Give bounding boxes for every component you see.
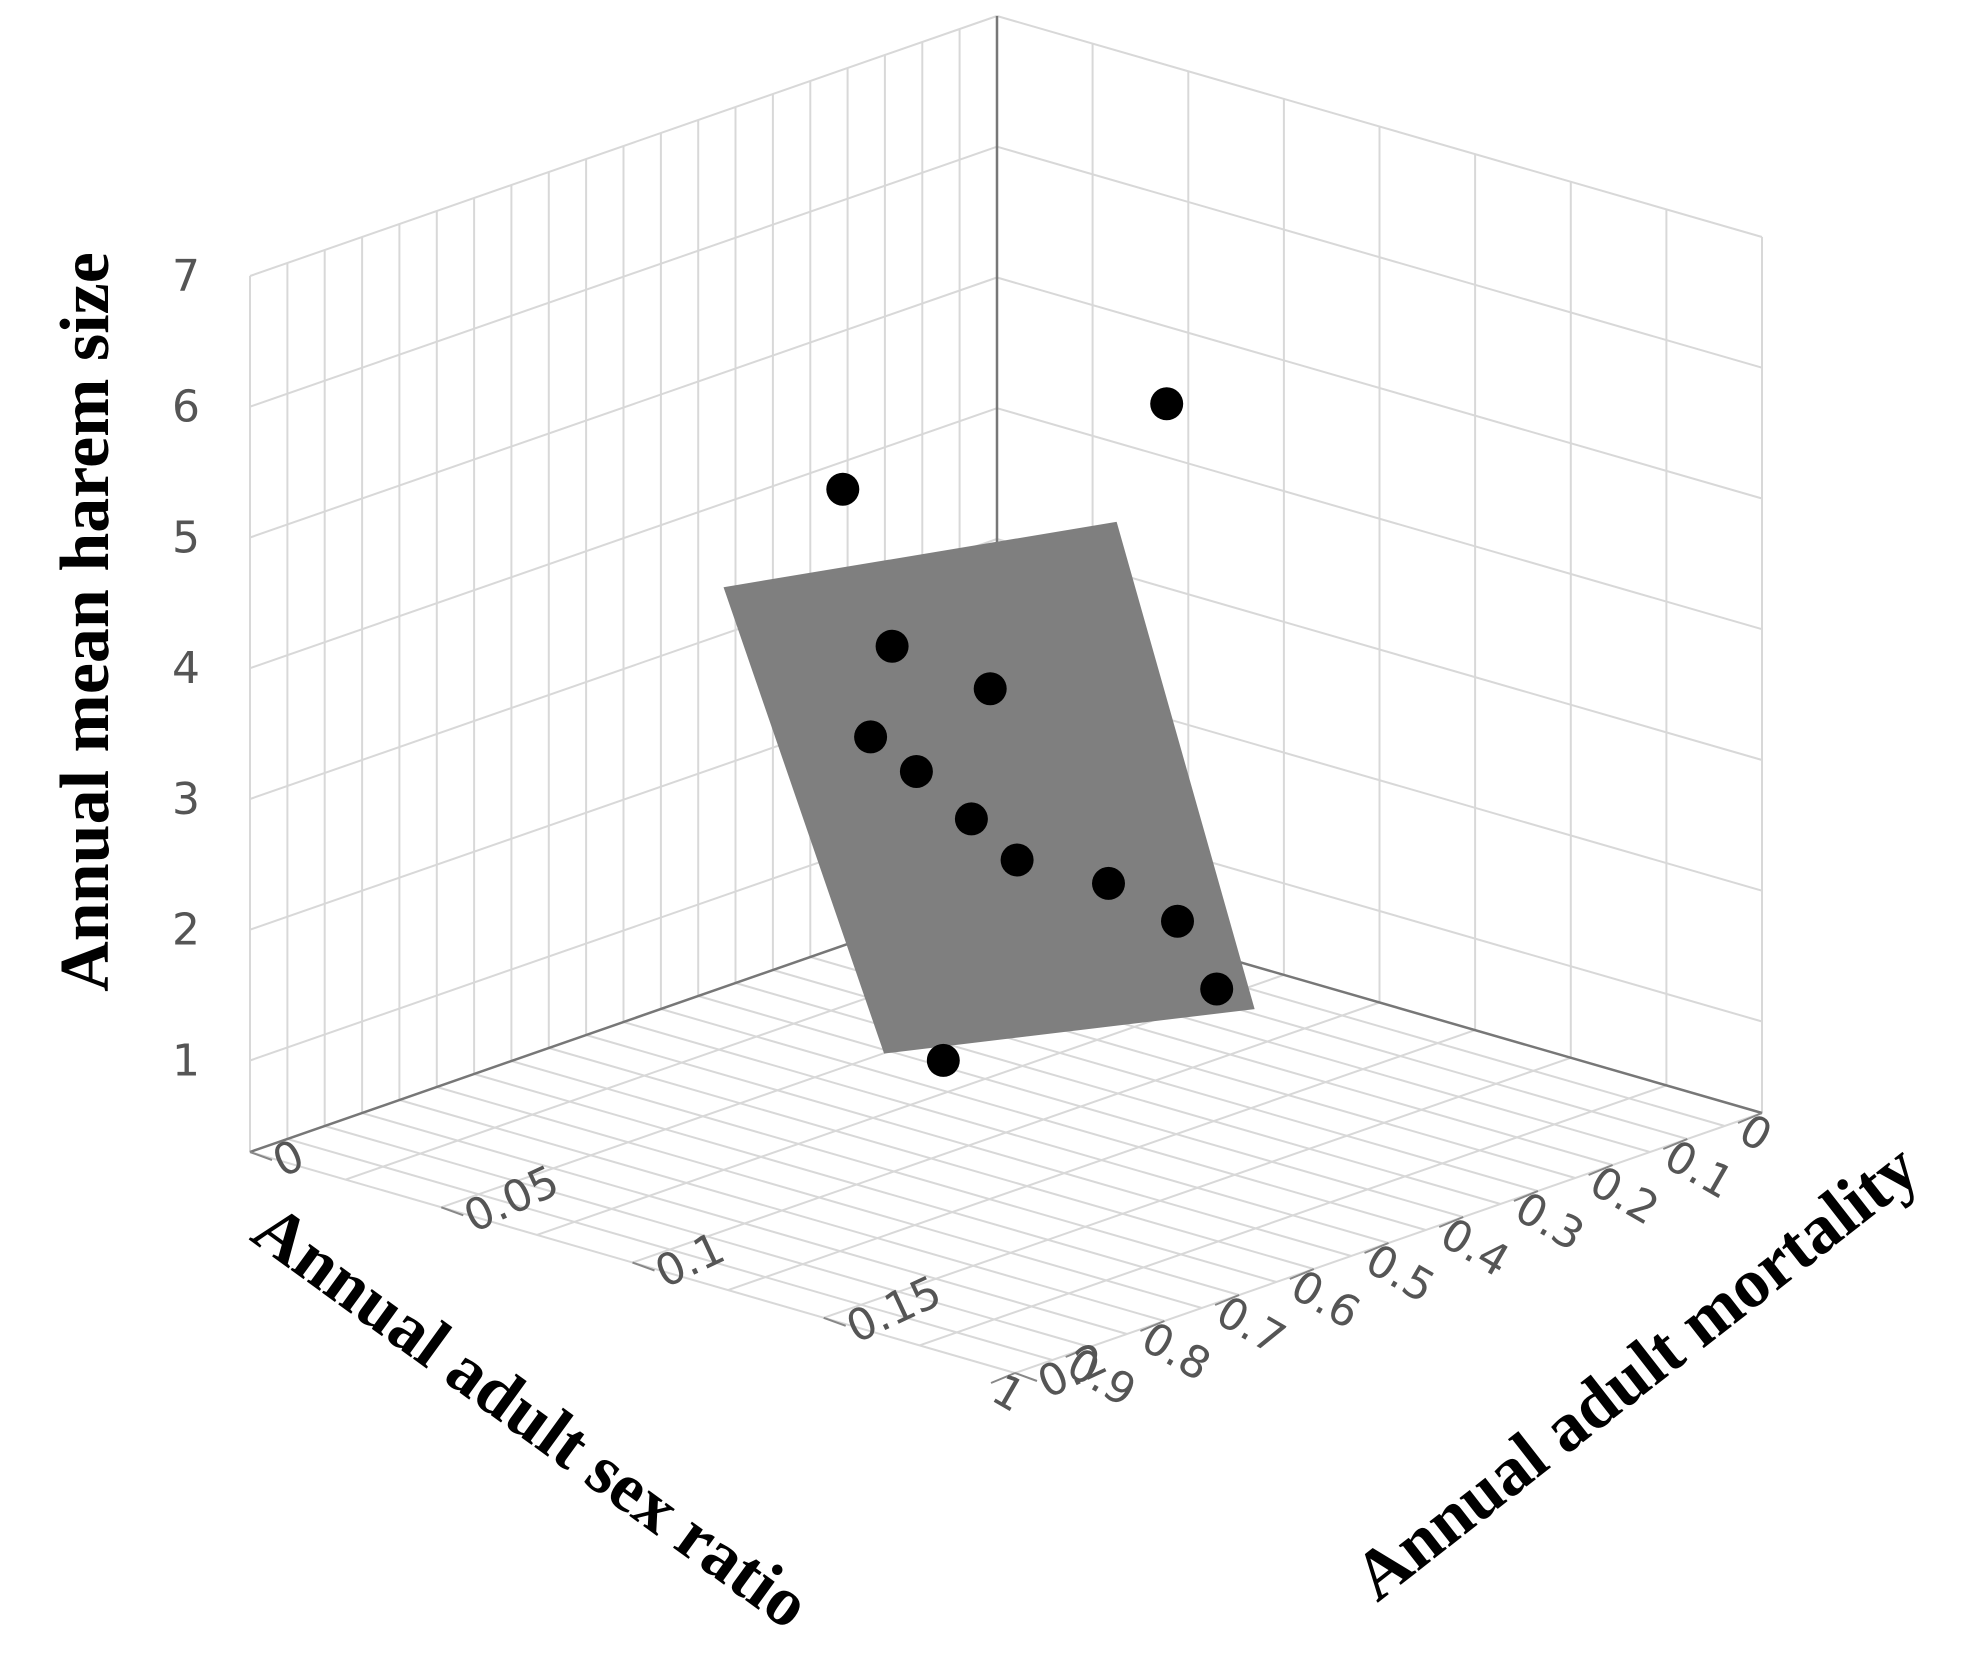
data-point: [1200, 972, 1234, 1006]
y-tick-label: 0: [265, 1130, 312, 1188]
right-wall-gridline: [996, 15, 1763, 238]
x-tick-mark: [1438, 1216, 1464, 1228]
data-point: [1092, 866, 1125, 900]
data-point: [875, 629, 909, 663]
data-point: [954, 802, 988, 836]
x-tick-mark: [1588, 1164, 1613, 1176]
x-tick-mark: [1364, 1242, 1389, 1254]
y-tick-mark: [823, 1316, 847, 1327]
x-tick-label: 0.7: [1208, 1286, 1294, 1365]
y-tick-mark: [1014, 1372, 1038, 1382]
floor-gridline: [919, 1084, 1667, 1347]
y-tick-mark: [632, 1261, 655, 1272]
data-point: [1000, 843, 1034, 877]
x-tick-mark: [1513, 1190, 1539, 1202]
x-tick-label: 0.4: [1432, 1208, 1518, 1287]
floor-gridline: [632, 1001, 1380, 1264]
z-axis-title: Annual mean harem size: [47, 252, 124, 992]
z-tick-label: 4: [172, 643, 200, 694]
x-tick-label: 0.1: [1656, 1130, 1742, 1209]
left-wall-gridline: [249, 276, 998, 539]
data-point: [973, 672, 1007, 706]
regression-plane: [723, 521, 1255, 1054]
left-wall-gridline: [249, 407, 998, 670]
y-tick-mark: [440, 1206, 464, 1217]
right-wall-gridline: [996, 276, 1763, 500]
data-point: [899, 755, 933, 788]
floor-gridline: [727, 1029, 1476, 1292]
floor-gridline: [823, 1056, 1572, 1319]
x-tick-mark: [990, 1372, 1016, 1384]
x-tick-label: 0.2: [1581, 1156, 1667, 1235]
x-tick-label: 0.3: [1506, 1182, 1592, 1261]
x-tick-mark: [1065, 1346, 1091, 1358]
x-tick-label: 0: [1731, 1104, 1781, 1162]
data-point: [1161, 904, 1194, 938]
z-tick-label: 3: [172, 774, 200, 825]
x-axis-title: Annual adult sex ratio: [239, 1190, 824, 1644]
x-tick-label: 1: [984, 1364, 1034, 1422]
data-points: [826, 387, 1234, 1077]
x-tick-mark: [1214, 1294, 1240, 1306]
z-tick-label: 7: [172, 251, 200, 302]
x-tick-label: 0.8: [1133, 1312, 1219, 1391]
x-tick-label: 0.5: [1357, 1234, 1443, 1313]
right-wall-gridline: [996, 407, 1763, 631]
data-point: [826, 472, 860, 506]
data-point: [1150, 387, 1184, 421]
z-tick-label: 2: [172, 905, 200, 956]
data-point: [926, 1043, 960, 1077]
z-tick-label: 5: [172, 513, 200, 564]
regression-plane-layer: [723, 521, 1255, 1054]
left-wall-gridline: [249, 15, 998, 277]
z-tick-label: 6: [172, 382, 200, 433]
data-point: [854, 720, 888, 754]
x-tick-mark: [1140, 1320, 1165, 1332]
right-wall-gridline: [996, 145, 1763, 369]
x-tick-mark: [1737, 1112, 1763, 1124]
left-wall-gridline: [249, 145, 998, 408]
x-tick-label: 0.6: [1282, 1260, 1368, 1339]
z-tick-label: 1: [172, 1036, 200, 1087]
y-tick-mark: [249, 1151, 273, 1161]
x-tick-mark: [1662, 1138, 1688, 1150]
x-tick-mark: [1289, 1268, 1315, 1280]
